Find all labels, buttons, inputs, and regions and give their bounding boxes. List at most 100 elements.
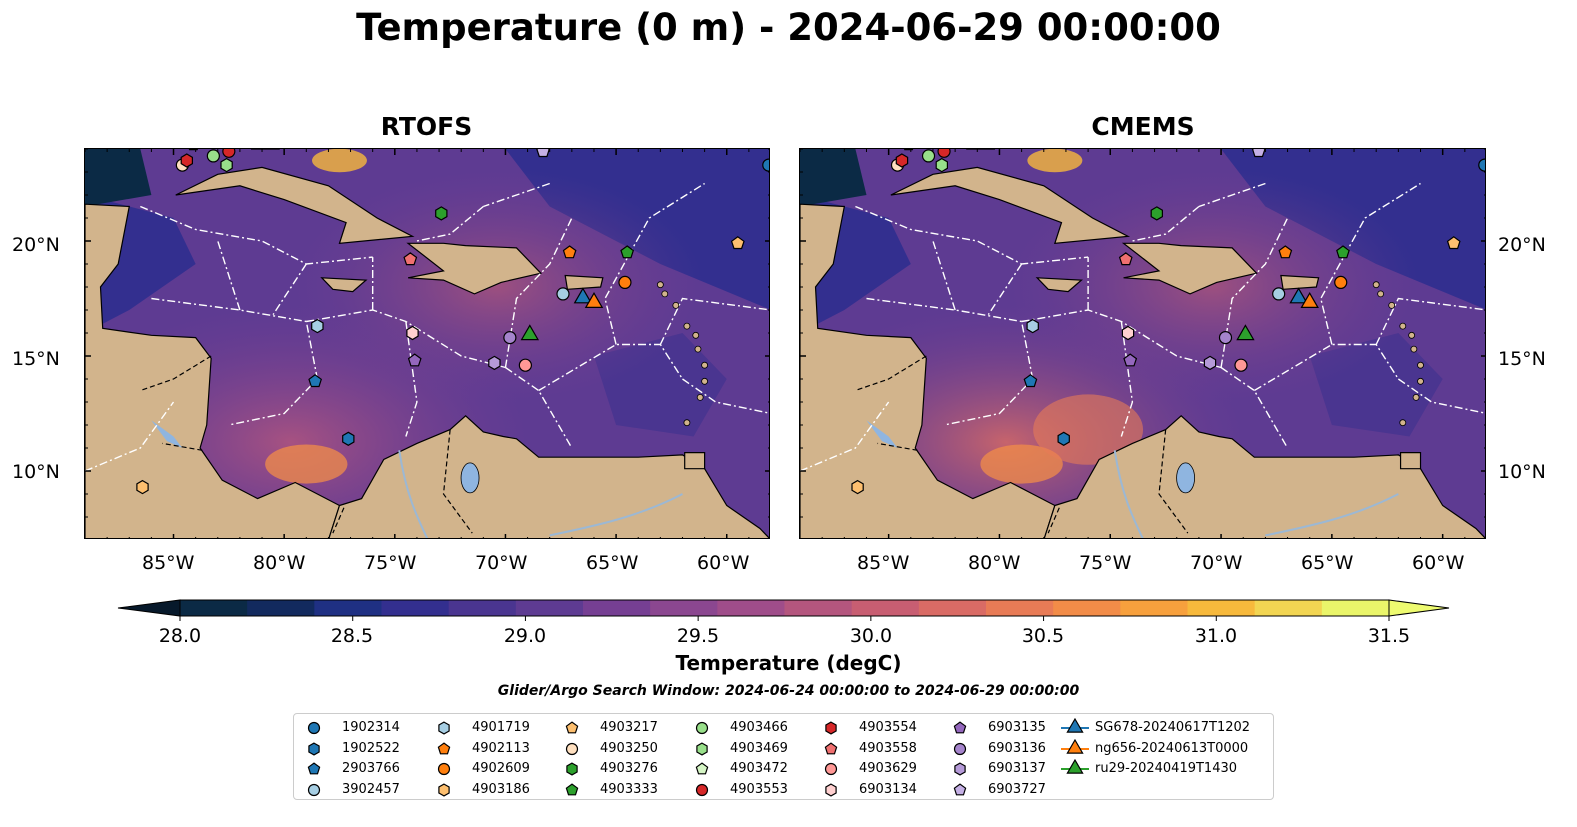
legend-marker[interactable] [695, 762, 709, 775]
legend-marker[interactable] [308, 741, 320, 756]
legend-marker[interactable] [696, 741, 708, 756]
island [696, 393, 704, 401]
legend-marker[interactable] [437, 741, 451, 754]
country-border [1158, 429, 1189, 534]
map-panel-rtofs[interactable] [84, 148, 770, 539]
argo-float-marker[interactable] [895, 153, 909, 168]
legend-marker[interactable] [824, 741, 838, 754]
legend-label: 4903186 [472, 781, 530, 797]
legend-marker[interactable] [438, 721, 450, 735]
argo-float-marker[interactable] [1251, 149, 1266, 158]
colorbar-segment [986, 600, 1054, 616]
argo-float-marker[interactable] [1118, 252, 1133, 266]
legend-circle-symbol [953, 742, 967, 755]
argo-float-marker[interactable] [1478, 158, 1486, 172]
argo-float-marker[interactable] [536, 149, 550, 158]
legend-marker[interactable] [307, 721, 321, 735]
argo-float-marker[interactable] [503, 331, 517, 345]
legend-marker[interactable] [954, 762, 966, 776]
argo-float-marker[interactable] [1272, 287, 1286, 301]
argo-float-marker[interactable] [1023, 374, 1038, 388]
argo-float-marker[interactable] [136, 479, 149, 495]
argo-float-marker[interactable] [180, 153, 194, 168]
argo-float-marker[interactable] [187, 149, 199, 151]
argo-float-marker[interactable] [407, 353, 422, 367]
glider-marker[interactable] [520, 324, 540, 341]
argo-float-marker[interactable] [220, 157, 233, 173]
argo-float-marker[interactable] [1150, 206, 1163, 221]
legend-marker[interactable] [695, 721, 709, 735]
legend-marker[interactable] [565, 742, 579, 755]
legend-marker[interactable] [307, 762, 321, 775]
glider-marker[interactable] [584, 292, 604, 308]
legend-pentagon-symbol [953, 721, 967, 734]
legend-marker[interactable] [307, 783, 321, 796]
legend-marker[interactable] [824, 762, 838, 776]
argo-float-marker[interactable] [1123, 353, 1138, 367]
argo-float-marker[interactable] [902, 149, 914, 151]
argo-float-marker[interactable] [556, 287, 570, 301]
argo-float-marker[interactable] [1218, 331, 1233, 345]
argo-float-marker[interactable] [1278, 245, 1293, 259]
argo-float-marker[interactable] [1446, 236, 1461, 250]
legend-label: 4902609 [472, 761, 530, 776]
argo-float-marker[interactable] [921, 149, 936, 163]
warm-water-patch [1027, 149, 1083, 173]
argo-float-marker[interactable] [518, 358, 532, 372]
argo-float-marker[interactable] [406, 325, 419, 341]
argo-float-marker[interactable] [1026, 318, 1039, 334]
legend-glider-marker[interactable] [1066, 718, 1084, 733]
argo-float-marker[interactable] [620, 245, 635, 259]
legend-marker[interactable] [953, 721, 967, 734]
argo-float-marker[interactable] [1336, 245, 1350, 259]
legend-marker[interactable] [565, 782, 579, 795]
argo-float-marker[interactable] [935, 157, 948, 173]
x-tick-label: 70°W [1190, 552, 1243, 574]
legend-glider-marker[interactable] [1066, 759, 1084, 774]
glider-marker[interactable] [1300, 292, 1319, 308]
panel-title-rtofs: RTOFS [380, 112, 473, 141]
legend-marker[interactable] [825, 721, 837, 735]
argo-float-marker[interactable] [488, 355, 501, 371]
legend-marker[interactable] [953, 742, 967, 755]
x-tick-label: 60°W [697, 552, 750, 574]
land-mass [684, 452, 706, 470]
argo-float-marker[interactable] [562, 245, 577, 259]
argo-float-marker[interactable] [435, 206, 448, 221]
argo-float-marker[interactable] [1234, 358, 1248, 372]
argo-float-marker[interactable] [1121, 325, 1135, 341]
argo-float-marker[interactable] [762, 158, 770, 172]
colorbar-over-arrow [1388, 599, 1450, 617]
argo-float-marker[interactable] [206, 149, 220, 163]
map-panel-cmems[interactable] [799, 148, 1486, 539]
argo-float-marker[interactable] [342, 431, 355, 446]
lake-maracaibo [460, 462, 480, 494]
legend-pentagon-symbol [565, 782, 579, 795]
argo-float-marker[interactable] [618, 275, 632, 289]
legend-marker[interactable] [695, 783, 709, 796]
legend-glider-marker[interactable] [1066, 738, 1084, 754]
legend-marker[interactable] [437, 762, 451, 776]
argo-float-marker[interactable] [308, 374, 323, 388]
legend-marker[interactable] [825, 782, 837, 797]
legend-marker[interactable] [438, 782, 450, 797]
glider-marker[interactable] [1289, 287, 1308, 304]
legend-marker[interactable] [953, 782, 967, 795]
country-border [332, 507, 345, 534]
legend-marker[interactable] [565, 721, 579, 734]
argo-float-marker[interactable] [1203, 355, 1217, 371]
x-tick-label: 80°W [968, 552, 1021, 574]
argo-float-marker[interactable] [1057, 431, 1070, 446]
x-tick-label: 60°W [1412, 552, 1465, 574]
legend-marker[interactable] [566, 762, 578, 776]
argo-float-marker[interactable] [222, 149, 236, 158]
glider-marker[interactable] [1236, 324, 1255, 341]
colorbar-segment [448, 600, 517, 616]
argo-float-marker[interactable] [403, 252, 418, 266]
argo-float-marker[interactable] [311, 318, 324, 334]
argo-float-marker[interactable] [730, 236, 745, 250]
argo-float-marker[interactable] [1334, 275, 1348, 289]
glider-marker[interactable] [573, 287, 593, 304]
argo-float-marker[interactable] [937, 149, 951, 158]
argo-float-marker[interactable] [851, 479, 864, 495]
